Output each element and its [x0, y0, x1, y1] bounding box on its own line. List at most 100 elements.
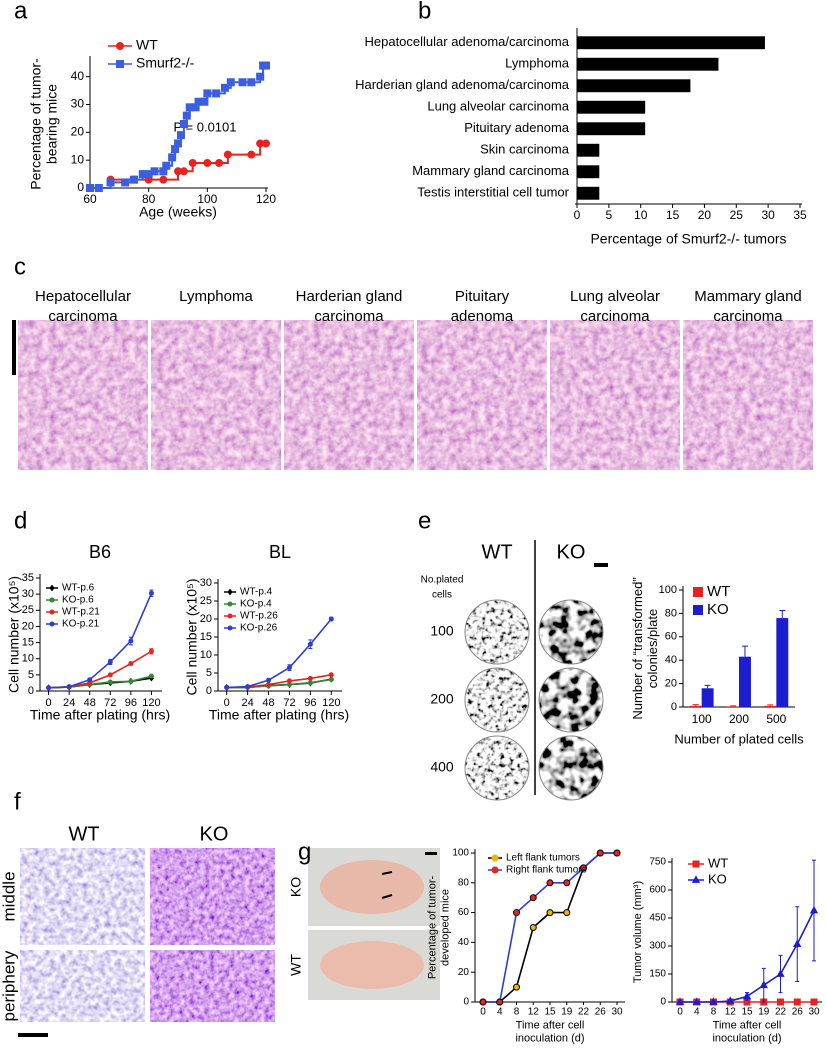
- x-tick-label: 48: [84, 697, 96, 709]
- annotation: P = 0.0101: [173, 119, 236, 134]
- x-tick-label: 12: [528, 1007, 540, 1018]
- error-bar: [692, 704, 699, 706]
- y-tick-label: 20: [22, 620, 34, 632]
- legend-marker: [49, 597, 55, 603]
- x-tick-label: 24: [63, 697, 75, 709]
- x-tick-label: 12: [725, 1007, 737, 1018]
- marker: [328, 672, 334, 678]
- y-tick-label: 750: [649, 857, 666, 868]
- cell-image: [150, 950, 275, 1022]
- x-tick-label: 10: [634, 208, 648, 222]
- image-label: carcinoma: [48, 308, 118, 325]
- y-tick-label: 100: [659, 584, 677, 596]
- cell-image: [20, 848, 145, 945]
- x-tick-label: 35: [793, 208, 807, 222]
- marker: [709, 997, 718, 1005]
- y-tick-label: Hepatocellular adenoma/carcinoma: [364, 34, 569, 49]
- x-tick-label: 30: [611, 1007, 623, 1018]
- y-axis-label: Percentage of tumor-: [426, 876, 438, 980]
- marker: [238, 78, 247, 87]
- error-bar: [779, 609, 786, 619]
- marker: [128, 678, 134, 684]
- marker: [226, 78, 235, 87]
- x-tick-label: 15: [544, 1007, 556, 1018]
- marker: [513, 983, 520, 991]
- y-tick-label: 20: [200, 613, 212, 625]
- marker: [87, 677, 93, 683]
- legend-marker: [49, 609, 55, 615]
- x-tick-label: 120: [256, 192, 276, 206]
- plate-rim: [538, 667, 604, 733]
- marker: [256, 72, 265, 81]
- marker: [148, 590, 154, 596]
- mouse-body: [320, 941, 424, 989]
- marker: [168, 153, 177, 162]
- marker: [776, 969, 785, 977]
- marker: [182, 111, 191, 120]
- y-tick-label: 20: [458, 967, 470, 978]
- marker: [150, 167, 159, 176]
- x-tick-label: 20: [698, 208, 712, 222]
- marker: [215, 158, 224, 167]
- row-label: periphery: [0, 950, 18, 1021]
- legend-swatch: [693, 587, 703, 597]
- x-tick-label: 5: [606, 208, 613, 222]
- marker: [159, 175, 168, 184]
- x-tick-label: 24: [242, 697, 254, 709]
- x-axis-label: Time after plating (hrs): [30, 707, 170, 723]
- legend-label: KO: [707, 601, 729, 618]
- legend-label: KO-p.6: [62, 595, 94, 606]
- chart-title: BL: [269, 542, 291, 562]
- y-axis-label: Percentage of tumor-: [28, 58, 44, 190]
- legend-label: WT: [136, 37, 158, 53]
- marker: [286, 665, 292, 671]
- plate: [539, 736, 603, 800]
- image-label: Harderian gland: [296, 288, 403, 305]
- plate: [539, 668, 603, 732]
- x-tick-label: 72: [283, 697, 295, 709]
- marker: [86, 184, 94, 192]
- legend-marker: [227, 625, 233, 631]
- bar: [577, 186, 600, 200]
- x-tick-label: 96: [304, 697, 316, 709]
- image-label: Lung alveolar: [570, 288, 660, 305]
- row-label: 400: [430, 759, 454, 775]
- x-tick-label: 25: [730, 208, 744, 222]
- bar: [577, 36, 765, 50]
- y-tick-label: Lung alveolar carcinoma: [427, 99, 569, 114]
- x-tick-label: 15: [741, 1007, 753, 1018]
- x-axis-label: Age (weeks): [139, 204, 217, 220]
- x-tick-label: 26: [792, 1007, 804, 1018]
- legend-label: WT-p.26: [240, 611, 278, 622]
- panel-letter: e: [418, 507, 431, 534]
- column-label: KO: [200, 823, 229, 845]
- marker: [212, 89, 221, 98]
- scale-bar: [18, 1033, 48, 1037]
- x-tick-label: 500: [766, 712, 786, 726]
- legend-label: WT-p.21: [62, 607, 100, 618]
- marker: [328, 676, 334, 682]
- x-axis-label: inoculation (d): [712, 1032, 781, 1044]
- bar: [739, 656, 751, 707]
- row-label: 100: [430, 623, 454, 639]
- marker: [266, 682, 272, 688]
- marker: [809, 905, 819, 914]
- marker: [148, 673, 154, 679]
- x-tick-label: 100: [197, 192, 217, 206]
- row-label: KO: [288, 877, 304, 897]
- plate: [539, 600, 603, 664]
- x-tick-label: 19: [758, 1007, 770, 1018]
- marker: [66, 684, 72, 690]
- marker: [46, 685, 52, 691]
- y-tick-label: 25: [22, 604, 34, 616]
- x-tick-label: 8: [514, 1007, 520, 1018]
- histology-image: [550, 320, 680, 470]
- marker: [563, 879, 571, 887]
- marker: [262, 61, 270, 70]
- x-tick-label: 22: [578, 1007, 590, 1018]
- panel-letter: c: [14, 253, 26, 280]
- marker: [107, 672, 113, 678]
- x-tick-label: 200: [729, 712, 749, 726]
- series-line: [48, 592, 153, 689]
